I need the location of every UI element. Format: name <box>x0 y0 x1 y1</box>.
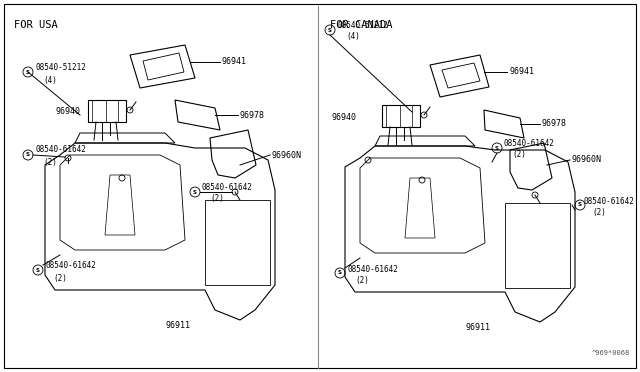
Text: 96940: 96940 <box>56 108 81 116</box>
Text: 96960N: 96960N <box>272 151 302 160</box>
Text: S: S <box>26 70 30 74</box>
Text: 96960N: 96960N <box>572 155 602 164</box>
Text: (4): (4) <box>43 76 57 84</box>
Text: (2): (2) <box>53 273 67 282</box>
Text: (2): (2) <box>210 195 224 203</box>
Text: (2): (2) <box>43 157 57 167</box>
Text: ^969*0068: ^969*0068 <box>592 350 630 356</box>
Text: S: S <box>193 189 197 195</box>
Text: S: S <box>26 153 30 157</box>
Text: S: S <box>36 267 40 273</box>
Text: S: S <box>495 145 499 151</box>
Text: 08540-61642: 08540-61642 <box>202 183 253 192</box>
Text: 08540-61642: 08540-61642 <box>504 140 555 148</box>
Text: 96978: 96978 <box>542 119 567 128</box>
Text: S: S <box>578 202 582 208</box>
Text: (2): (2) <box>592 208 606 217</box>
Text: (4): (4) <box>346 32 360 42</box>
Text: 96941: 96941 <box>222 58 247 67</box>
Text: 08540-61642: 08540-61642 <box>584 196 635 205</box>
Text: 96940: 96940 <box>332 112 357 122</box>
Text: 08540-51212: 08540-51212 <box>35 64 86 73</box>
Text: (2): (2) <box>512 151 526 160</box>
Text: 08540-61642: 08540-61642 <box>347 264 398 273</box>
Text: 08540-51212: 08540-51212 <box>338 22 389 31</box>
Text: 08540-61642: 08540-61642 <box>45 262 96 270</box>
Text: 96911: 96911 <box>465 324 490 333</box>
Text: (2): (2) <box>355 276 369 285</box>
Text: 96941: 96941 <box>509 67 534 77</box>
Text: FOR USA: FOR USA <box>14 20 58 30</box>
Text: 96978: 96978 <box>240 110 265 119</box>
Text: 96911: 96911 <box>165 321 190 330</box>
Text: FOR CANADA: FOR CANADA <box>330 20 392 30</box>
Text: S: S <box>338 270 342 276</box>
Text: 08540-61642: 08540-61642 <box>35 145 86 154</box>
Text: S: S <box>328 28 332 32</box>
